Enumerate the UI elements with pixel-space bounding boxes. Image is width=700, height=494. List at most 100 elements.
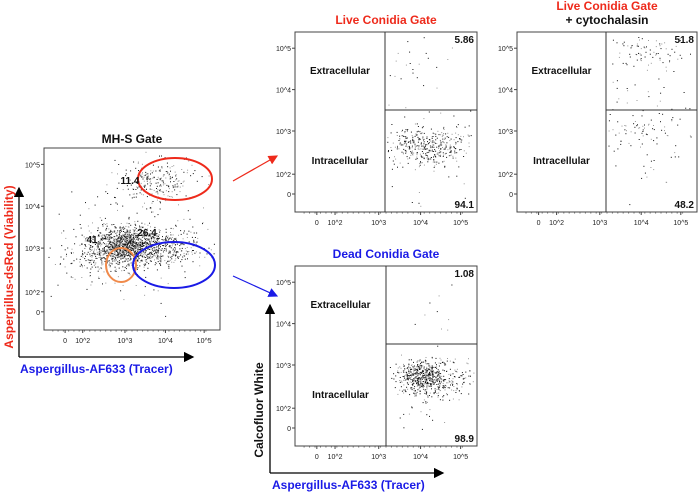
event-dot xyxy=(447,387,449,389)
event-dot xyxy=(167,235,169,237)
event-dot xyxy=(89,247,91,249)
event-dot xyxy=(435,372,437,374)
gate-dead[interactable] xyxy=(132,241,216,289)
event-dot xyxy=(131,241,133,243)
event-dot xyxy=(430,370,431,372)
event-dot xyxy=(641,115,643,117)
event-dot xyxy=(426,372,428,374)
event-dot xyxy=(423,375,424,377)
quadrant-label-extracellular: Extracellular xyxy=(310,66,370,77)
event-dot xyxy=(123,245,124,247)
event-dot xyxy=(150,241,152,243)
event-dot xyxy=(406,156,408,158)
event-dot xyxy=(413,361,414,363)
event-dot xyxy=(115,258,117,260)
event-dot xyxy=(173,186,175,188)
event-dot xyxy=(462,374,464,375)
x-tick-label: 10^3 xyxy=(592,220,607,227)
event-dot xyxy=(114,243,116,245)
event-dot xyxy=(170,256,172,258)
event-dot xyxy=(72,252,74,254)
event-dot xyxy=(122,189,124,191)
event-dot xyxy=(177,251,179,253)
event-dot xyxy=(176,178,178,180)
event-dot xyxy=(149,256,151,258)
event-dot xyxy=(408,413,410,415)
event-dot xyxy=(146,179,148,180)
event-dot xyxy=(636,45,638,47)
event-dot xyxy=(114,266,116,268)
x-tick-label: 10^4 xyxy=(413,220,428,227)
event-dot xyxy=(153,235,155,237)
event-dot xyxy=(417,141,419,143)
event-dot xyxy=(421,361,423,363)
event-dot xyxy=(150,249,152,250)
gate-uninfected[interactable] xyxy=(105,247,137,283)
event-dot xyxy=(421,365,423,367)
event-dot xyxy=(109,248,111,250)
event-dot xyxy=(645,133,647,135)
event-dot xyxy=(136,193,138,195)
event-dot xyxy=(445,379,447,381)
event-dot xyxy=(102,234,103,236)
event-dot xyxy=(429,367,431,369)
event-dot xyxy=(437,396,439,398)
event-dot xyxy=(634,132,636,134)
event-dot xyxy=(125,268,127,270)
event-dot xyxy=(415,145,417,147)
event-dot xyxy=(136,257,138,258)
x-tick-label: 10^2 xyxy=(328,454,343,461)
event-dot xyxy=(147,183,149,185)
event-dot xyxy=(173,239,175,241)
event-dot xyxy=(429,149,431,151)
event-dot xyxy=(104,260,106,262)
event-dot xyxy=(101,268,103,270)
event-dot xyxy=(434,390,436,392)
event-dot xyxy=(174,238,176,240)
event-dot xyxy=(420,381,422,383)
event-dot xyxy=(144,202,145,204)
event-dot xyxy=(135,244,137,246)
event-dot xyxy=(131,238,133,240)
event-dot xyxy=(416,392,417,394)
event-dot xyxy=(418,373,420,375)
event-dot xyxy=(159,201,161,203)
event-dot xyxy=(91,266,93,268)
event-dot xyxy=(111,244,112,246)
event-dot xyxy=(109,238,111,240)
event-dot xyxy=(396,135,398,136)
event-dot xyxy=(128,253,130,255)
event-dot xyxy=(133,193,135,195)
event-dot xyxy=(435,366,437,368)
event-dot xyxy=(438,148,440,149)
event-dot xyxy=(119,251,121,253)
event-dot xyxy=(162,245,164,246)
event-dot xyxy=(424,392,426,394)
event-dot xyxy=(117,209,118,211)
gate-live[interactable] xyxy=(137,157,213,201)
event-dot xyxy=(413,368,415,370)
event-dot xyxy=(439,399,441,401)
event-dot xyxy=(178,180,180,182)
event-dot xyxy=(424,372,426,374)
event-dot xyxy=(121,239,123,241)
event-dot xyxy=(84,252,86,254)
event-dot xyxy=(157,189,159,191)
event-dot xyxy=(463,381,465,383)
event-dot xyxy=(159,208,161,210)
event-dot xyxy=(143,245,145,247)
event-dot xyxy=(147,243,149,245)
event-dot xyxy=(105,234,107,236)
event-dot xyxy=(431,142,433,144)
event-dot xyxy=(406,143,408,145)
event-dot xyxy=(407,367,409,369)
event-dot xyxy=(136,268,138,270)
event-dot xyxy=(107,245,109,246)
event-dot xyxy=(608,120,610,122)
event-dot xyxy=(430,381,432,382)
event-dot xyxy=(154,253,155,255)
event-dot xyxy=(113,230,115,232)
event-dot xyxy=(71,248,73,250)
event-dot xyxy=(415,134,417,136)
event-dot xyxy=(130,236,132,238)
